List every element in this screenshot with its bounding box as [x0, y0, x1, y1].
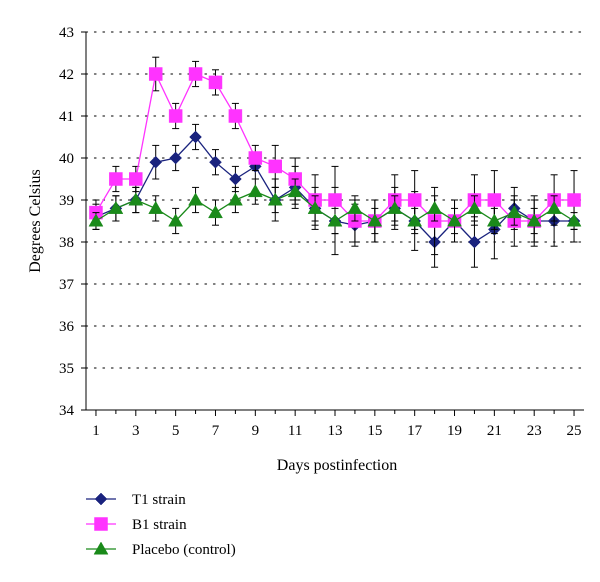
data-point: [327, 213, 343, 227]
data-point: [149, 155, 163, 169]
legend-label: B1 strain: [132, 517, 187, 533]
x-tick-label: 17: [407, 423, 423, 439]
data-point: [208, 75, 223, 90]
data-point: [228, 109, 243, 123]
legend-label: T1 strain: [132, 492, 186, 508]
data-point: [407, 213, 423, 227]
data-point: [169, 151, 182, 165]
data-point: [506, 205, 522, 219]
x-tick-label: 7: [212, 423, 220, 439]
data-point: [227, 192, 243, 206]
x-tick-label: 19: [447, 423, 462, 439]
y-tick-label: 38: [59, 235, 74, 251]
x-tick-label: 9: [252, 423, 260, 439]
y-tick-label: 34: [59, 403, 75, 419]
data-point: [486, 213, 502, 227]
data-point: [108, 200, 124, 214]
data-point: [168, 109, 183, 123]
data-point: [109, 172, 123, 186]
data-point: [188, 192, 203, 206]
legend: T1 strain B1 strain Placebo (control): [86, 492, 236, 558]
data-point: [267, 192, 283, 206]
data-point: [209, 155, 222, 169]
legend-label: Placebo (control): [132, 542, 236, 558]
y-tick-label: 37: [59, 277, 75, 293]
data-point: [487, 193, 502, 207]
x-tick-label: 1: [92, 423, 100, 439]
y-tick-label: 35: [59, 361, 74, 377]
y-tick-label: 42: [59, 67, 74, 83]
data-point: [367, 213, 383, 227]
x-tick-label: 15: [367, 423, 382, 439]
data-point: [467, 200, 482, 214]
x-tick-label: 5: [172, 423, 180, 439]
data-point: [387, 200, 403, 214]
y-tick-label: 41: [59, 109, 74, 125]
x-tick-label: 11: [288, 423, 302, 439]
data-point: [247, 184, 263, 198]
axes: [81, 31, 584, 416]
y-axis-title: Degrees Celsius: [27, 169, 44, 273]
y-tick-label: 40: [59, 151, 74, 167]
legend-item: T1 strain: [86, 492, 186, 508]
data-point: [148, 200, 164, 214]
x-tick-labels: 1 3 5 7 9 11 13 15 17 19 21 23 25: [92, 423, 581, 439]
legend-marker: [94, 517, 108, 531]
data-point: [287, 184, 303, 198]
y-tick-label: 43: [59, 25, 74, 41]
legend-item: Placebo (control): [86, 541, 236, 558]
data-point: [208, 205, 223, 219]
data-point: [188, 67, 203, 81]
data-point: [447, 213, 462, 227]
data-point: [526, 213, 542, 227]
data-point: [129, 172, 143, 186]
legend-marker: [94, 492, 108, 506]
data-point: [328, 193, 342, 207]
data-point: [546, 200, 562, 214]
x-axis-title: Days postinfection: [277, 457, 397, 474]
data-point: [229, 172, 242, 186]
data-point: [168, 213, 184, 227]
data-point: [88, 213, 104, 227]
data-point: [407, 193, 422, 207]
series-2: [88, 178, 582, 235]
data-point: [307, 200, 323, 214]
legend-item: B1 strain: [86, 517, 187, 533]
data-point: [347, 200, 363, 214]
data-point: [427, 200, 443, 214]
data-point: [189, 130, 202, 144]
data-point: [148, 67, 163, 81]
x-tick-label: 21: [487, 423, 502, 439]
data-point: [567, 193, 581, 207]
x-tick-label: 25: [567, 423, 582, 439]
data-point: [468, 235, 481, 249]
x-tick-label: 3: [132, 423, 140, 439]
data-point: [268, 159, 282, 174]
x-tick-label: 13: [328, 423, 343, 439]
x-tick-label: 23: [527, 423, 542, 439]
data-point: [248, 151, 263, 165]
y-tick-label: 36: [59, 319, 75, 335]
series-layer: [88, 56, 582, 268]
y-tick-label: 39: [59, 193, 74, 209]
legend-marker: [93, 541, 109, 555]
data-point: [128, 192, 144, 206]
y-tick-labels: 34 35 36 37 38 39 40 41 42 43: [59, 25, 75, 419]
data-point: [566, 213, 582, 227]
